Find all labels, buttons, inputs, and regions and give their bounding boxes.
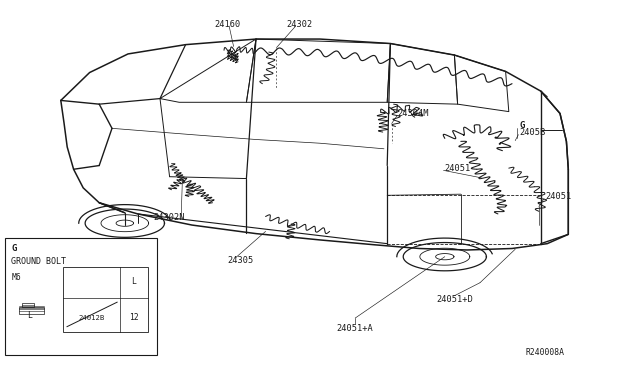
Text: G: G	[11, 244, 17, 253]
Text: 24305: 24305	[227, 256, 253, 265]
Text: 24051+A: 24051+A	[337, 324, 374, 333]
Text: 24304M: 24304M	[397, 109, 429, 118]
Bar	[5, 238, 157, 355]
Text: GROUND BOLT: GROUND BOLT	[11, 257, 66, 266]
Text: 2405B: 2405B	[520, 128, 546, 137]
Text: 24160: 24160	[214, 20, 241, 29]
Text: 24302: 24302	[287, 20, 313, 29]
Text: 12: 12	[129, 313, 138, 322]
Text: L: L	[131, 277, 136, 286]
Text: 24051: 24051	[445, 164, 471, 173]
Bar	[22, 303, 35, 307]
Text: 24302N: 24302N	[154, 213, 185, 222]
Text: 24051: 24051	[545, 192, 572, 201]
Bar	[63, 267, 148, 332]
Text: 24012B: 24012B	[78, 315, 104, 321]
Text: M6: M6	[11, 273, 21, 282]
Text: L: L	[28, 311, 32, 320]
Bar	[19, 307, 44, 314]
Text: G: G	[520, 121, 525, 130]
Text: 24051+D: 24051+D	[436, 295, 473, 304]
Text: R240008A: R240008A	[525, 348, 564, 357]
